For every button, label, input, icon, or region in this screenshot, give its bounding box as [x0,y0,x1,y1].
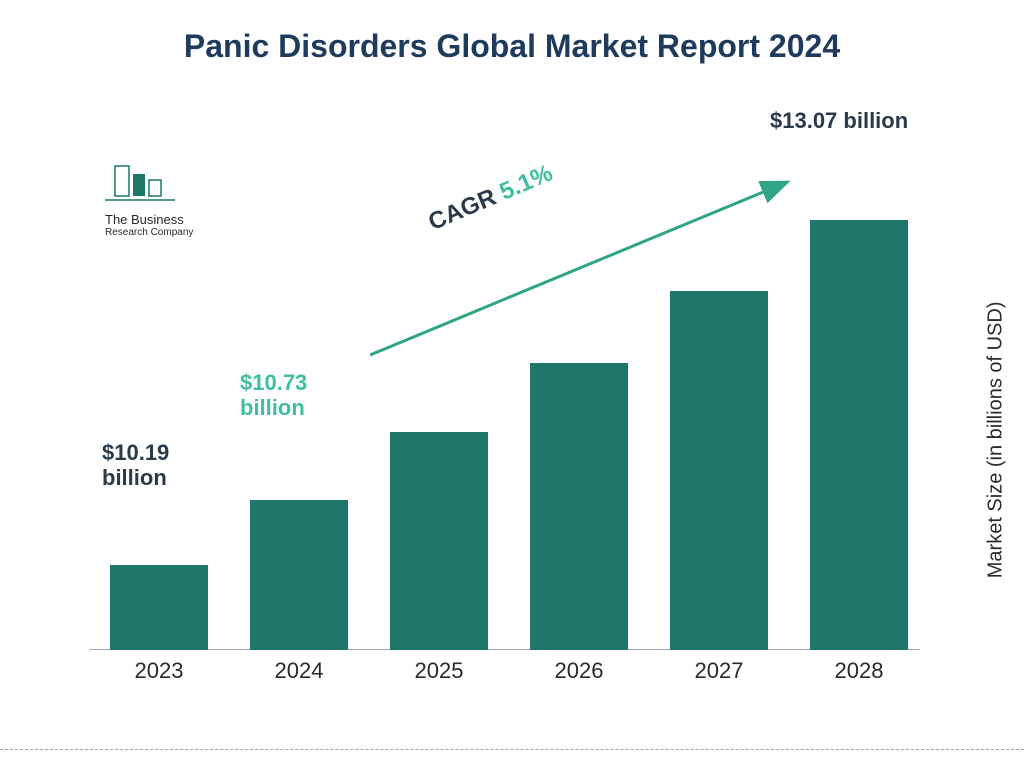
x-axis-label: 2026 [530,658,628,684]
bottom-divider [0,749,1024,750]
value-label: $10.19billion [102,440,169,491]
chart-title: Panic Disorders Global Market Report 202… [0,28,1024,65]
x-axis-label: 2023 [110,658,208,684]
bar [390,432,488,650]
top-value-label: $13.07 billion [770,108,908,133]
bar [530,363,628,650]
cagr-value: 5.1% [496,160,557,206]
cagr-prefix: CAGR [425,181,507,236]
bar [810,220,908,650]
y-axis-label: Market Size (in billions of USD) [985,302,1008,579]
bar [670,291,768,650]
x-axis-label: 2024 [250,658,348,684]
bar [110,565,208,650]
bar [250,500,348,650]
chart-baseline [90,649,920,650]
cagr-label: CAGR 5.1% [425,160,557,237]
x-axis-label: 2025 [390,658,488,684]
x-axis-label: 2027 [670,658,768,684]
value-label: $10.73billion [240,370,307,421]
chart-area: CAGR 5.1% $13.07 billion 202320242025202… [90,130,920,690]
x-axis-label: 2028 [810,658,908,684]
